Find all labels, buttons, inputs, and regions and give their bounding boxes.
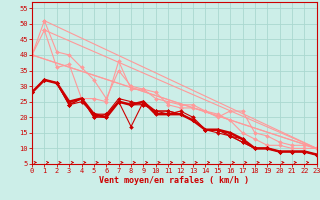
X-axis label: Vent moyen/en rafales ( km/h ): Vent moyen/en rafales ( km/h ) xyxy=(100,176,249,185)
